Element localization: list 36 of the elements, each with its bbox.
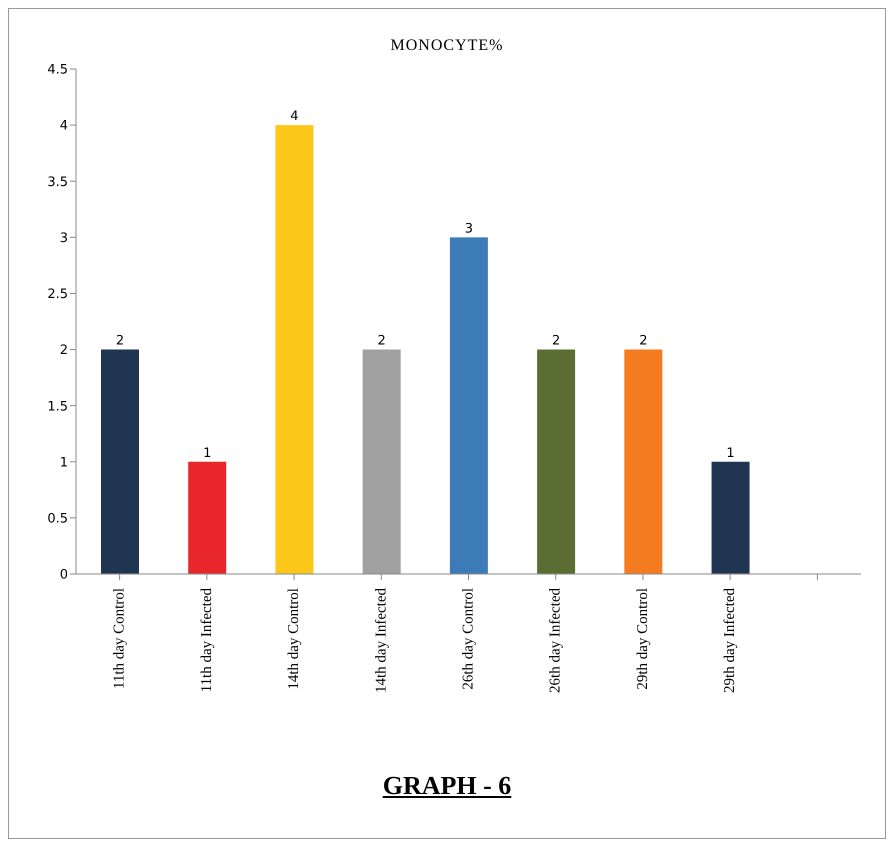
x-tick-label: 14th day Infected xyxy=(373,588,390,693)
bar xyxy=(537,350,576,574)
data-label: 1 xyxy=(726,446,735,461)
bar xyxy=(188,462,226,574)
bar xyxy=(362,350,401,574)
y-tick-label: 1 xyxy=(60,455,68,470)
y-tick-label: 0.5 xyxy=(47,512,68,527)
bar xyxy=(712,462,750,574)
bar xyxy=(450,237,488,574)
bar xyxy=(275,125,314,574)
x-tick-label: 11th day Infected xyxy=(198,588,215,692)
data-label: 2 xyxy=(552,334,560,349)
y-tick-label: 2 xyxy=(60,343,68,358)
x-tick-label: 26th day Control xyxy=(460,588,476,690)
bar xyxy=(101,350,139,574)
data-label: 2 xyxy=(378,334,386,349)
x-tick-label: 29th day Control xyxy=(634,588,651,690)
y-tick-label: 4 xyxy=(60,118,68,134)
x-tick-label: 29th day Infected xyxy=(722,588,738,693)
bar xyxy=(624,350,662,574)
data-label: 2 xyxy=(116,334,124,349)
y-tick-label: 1.5 xyxy=(47,399,68,414)
y-tick-label: 3 xyxy=(60,230,68,246)
data-label: 4 xyxy=(290,109,299,124)
x-tick-label: 11th day Control xyxy=(112,588,128,690)
data-label: 1 xyxy=(203,446,212,461)
y-tick-label: 3.5 xyxy=(47,174,68,190)
x-tick-label: 26th day Infected xyxy=(548,588,564,693)
y-tick-label: 4.5 xyxy=(47,62,68,78)
data-label: 2 xyxy=(639,334,648,349)
data-label: 3 xyxy=(464,221,474,236)
y-tick-label: 2.5 xyxy=(47,287,68,302)
y-tick-label: 0 xyxy=(60,568,68,583)
chart-title: MONOCYTE% xyxy=(390,37,504,55)
text: GRAPH - 6 xyxy=(382,771,512,801)
x-tick-label: 14th day Control xyxy=(286,588,302,690)
